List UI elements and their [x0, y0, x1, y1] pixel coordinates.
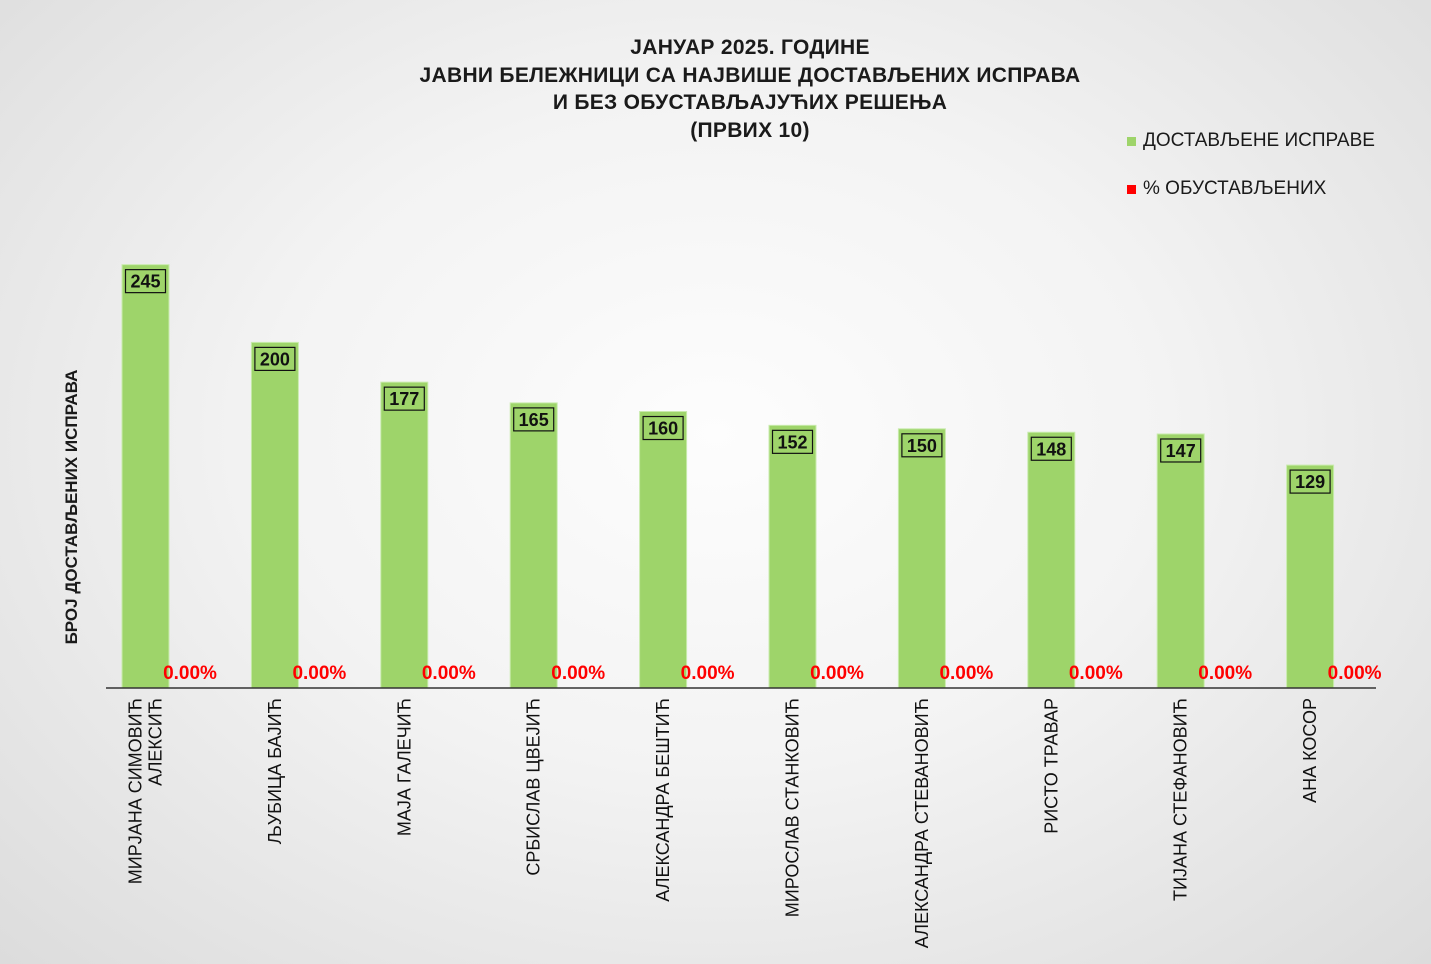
- pct-label-4: 0.00%: [551, 663, 605, 684]
- bar-label-box-8: [1030, 436, 1072, 461]
- category-label-line: МИРОСЛАВ СТАНКОВИЋ: [783, 698, 803, 917]
- bar-7: [897, 428, 946, 689]
- category-label-line: ТИЈАНА СТЕФАНОВИЋ: [1171, 698, 1191, 901]
- category-label-1: МИРЈАНА СИМОВИЋ АЛЕКСИЋ: [126, 698, 166, 884]
- bar-6: [768, 424, 817, 689]
- pct-label-2: 0.00%: [292, 663, 346, 684]
- pct-label-9: 0.00%: [1198, 663, 1252, 684]
- category-label-line: МИРЈАНА СИМОВИЋ: [126, 698, 146, 884]
- bar-value-label-3: 177: [389, 389, 419, 409]
- bar-value-label-8: 148: [1036, 439, 1066, 459]
- category-label-line: АЛЕКСИЋ: [146, 698, 166, 786]
- category-label-6: МИРОСЛАВ СТАНКОВИЋ: [783, 698, 803, 917]
- bar-label-box-7: [901, 433, 943, 458]
- bar-value-label-7: 150: [907, 436, 937, 456]
- title-line-3: И БЕЗ ОБУСТАВЉАЈУЋИХ РЕШЕЊА: [552, 91, 948, 114]
- bar-3: [380, 381, 429, 689]
- category-label-line: АНА КОСОР: [1300, 698, 1320, 803]
- pct-label-7: 0.00%: [939, 663, 993, 684]
- category-label-3: МАЈА ГАЛЕЧИЋ: [394, 698, 414, 836]
- legend-swatch-green: [1127, 136, 1136, 146]
- category-label-4: СРБИСЛАВ ЦВЕЈИЋ: [524, 698, 544, 876]
- bar-label-box-5: [642, 415, 684, 441]
- bar-label-box-1: [124, 269, 167, 294]
- bar-value-label-4: 165: [519, 410, 549, 430]
- legend-swatch-red: [1127, 184, 1136, 194]
- bar-5: [639, 411, 688, 689]
- category-label-line: РИСТО ТРАВАР: [1041, 698, 1061, 834]
- pct-label-6: 0.00%: [810, 663, 864, 684]
- bar-1: [121, 264, 170, 689]
- title-line-4: (ПРВИХ 10): [690, 118, 810, 142]
- title-line-2: ЈАВНИ БЕЛЕЖНИЦИ СА НАЈВИШЕ ДОСТАВЉЕНИХ И…: [419, 63, 1081, 87]
- bar-label-box-9: [1160, 438, 1202, 463]
- title-line-1: ЈАНУАР 2025. ГОДИНЕ: [630, 36, 870, 59]
- category-label-8: РИСТО ТРАВАР: [1041, 698, 1061, 834]
- legend-item-documents: ДОСТАВЉЕНЕ ИСПРАВЕ: [1127, 130, 1375, 152]
- bar-label-box-10: [1289, 469, 1331, 494]
- bar-value-label-9: 147: [1166, 441, 1196, 461]
- category-label-line: СРБИСЛАВ ЦВЕЈИЋ: [524, 698, 544, 876]
- category-label-line: ЉУБИЦА БАЈИЋ: [265, 698, 285, 844]
- pct-label-8: 0.00%: [1069, 663, 1123, 684]
- category-label-line: АЛЕКСАНДРА БЕШТИЋ: [653, 698, 673, 902]
- bar-label-box-3: [383, 386, 425, 411]
- legend-label-suspended: % ОБУСТАВЉЕНИХ: [1143, 178, 1327, 199]
- bar-4: [509, 402, 558, 689]
- pct-label-3: 0.00%: [422, 663, 476, 684]
- bar-value-label-2: 200: [260, 349, 290, 369]
- pct-label-10: 0.00%: [1328, 663, 1382, 684]
- legend-item-suspended: % ОБУСТАВЉЕНИХ: [1127, 178, 1326, 200]
- bar-8: [1027, 431, 1076, 689]
- bar-label-box-6: [771, 429, 814, 454]
- bar-value-label-1: 245: [130, 272, 160, 292]
- category-label-10: АНА КОСОР: [1300, 698, 1320, 803]
- bar-9: [1156, 433, 1205, 689]
- category-label-line: АЛЕКСАНДРА СТЕВАНОВИЋ: [912, 698, 932, 948]
- pct-label-1: 0.00%: [163, 663, 217, 684]
- category-label-7: АЛЕКСАНДРА СТЕВАНОВИЋ: [912, 698, 932, 948]
- legend-label-documents: ДОСТАВЉЕНЕ ИСПРАВЕ: [1143, 130, 1375, 151]
- bar-label-box-2: [254, 346, 296, 371]
- bar-value-label-10: 129: [1295, 472, 1325, 492]
- chart-title: ЈАНУАР 2025. ГОДИНЕ ЈАВНИ БЕЛЕЖНИЦИ СА Н…: [250, 34, 1250, 144]
- bar-value-label-5: 160: [648, 419, 678, 439]
- category-label-2: ЉУБИЦА БАЈИЋ: [265, 698, 285, 844]
- bar-value-label-6: 152: [777, 432, 807, 452]
- category-label-9: ТИЈАНА СТЕФАНОВИЋ: [1171, 698, 1191, 901]
- category-label-5: АЛЕКСАНДРА БЕШТИЋ: [653, 698, 673, 902]
- category-label-line: МАЈА ГАЛЕЧИЋ: [394, 698, 414, 836]
- pct-label-5: 0.00%: [681, 663, 735, 684]
- bar-2: [250, 341, 299, 689]
- bar-label-box-4: [513, 407, 555, 432]
- bar-10: [1286, 464, 1335, 689]
